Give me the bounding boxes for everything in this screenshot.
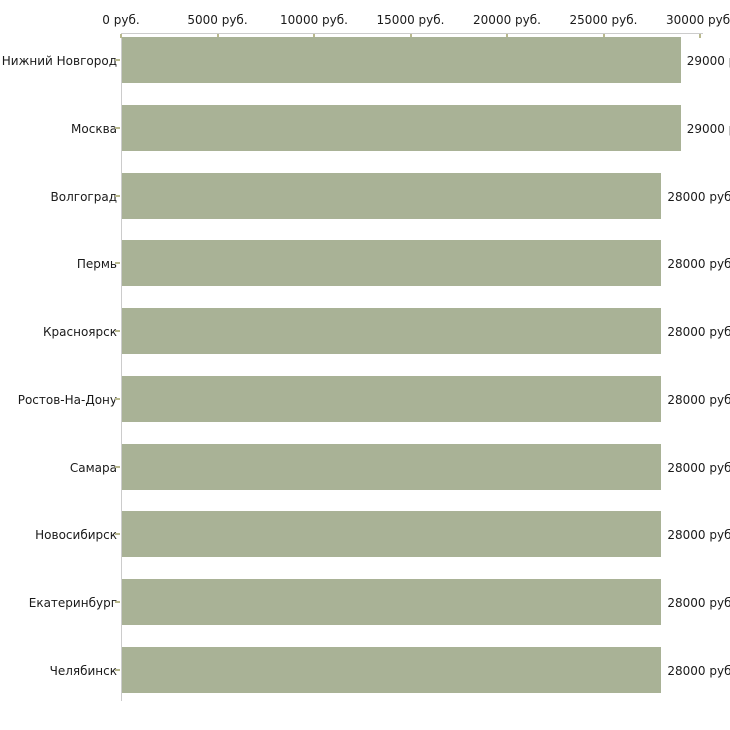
value-label: 28000 руб.	[667, 460, 730, 475]
y-axis-line	[121, 33, 122, 701]
bar	[122, 308, 662, 355]
x-tick-label: 10000 руб.	[280, 13, 348, 27]
category-tick-mark	[115, 533, 120, 536]
x-tick-mark	[313, 34, 315, 38]
x-tick-label: 25000 руб.	[569, 13, 638, 27]
value-label: 28000 руб.	[667, 257, 730, 272]
category-label: Ростов-На-Дону	[17, 392, 117, 407]
value-label: 29000 руб.	[686, 121, 730, 136]
category-label: Москва	[71, 121, 117, 136]
bar	[122, 647, 662, 694]
category-tick-mark	[115, 465, 120, 468]
value-label: 28000 руб.	[667, 325, 730, 340]
x-tick-mark	[699, 34, 701, 38]
x-tick-mark	[216, 34, 219, 38]
x-tick-mark	[120, 34, 122, 38]
bar	[122, 240, 662, 287]
category-tick-mark	[115, 126, 120, 129]
x-tick-mark	[409, 34, 412, 38]
x-tick-mark	[506, 34, 508, 38]
category-label: Нижний Новгород	[1, 54, 117, 68]
bar	[122, 511, 662, 558]
x-tick-label: 15000 руб.	[376, 13, 445, 27]
x-tick-label: 0 руб.	[102, 13, 140, 27]
category-label: Волгоград	[50, 189, 117, 204]
category-tick-mark	[115, 194, 120, 197]
value-label: 29000 руб.	[686, 54, 730, 68]
value-label: 28000 руб.	[667, 664, 730, 679]
bar	[122, 104, 681, 151]
bar	[122, 443, 662, 490]
value-label: 28000 руб.	[667, 528, 730, 543]
bar	[122, 375, 662, 422]
x-tick-label: 30000 руб.	[666, 13, 730, 27]
category-label: Екатеринбург	[28, 596, 117, 611]
value-label: 28000 руб.	[667, 596, 730, 611]
category-tick-mark	[115, 397, 120, 400]
category-tick-mark	[115, 59, 120, 61]
bar	[122, 579, 662, 626]
value-label: 28000 руб.	[667, 392, 730, 407]
x-tick-mark	[602, 34, 605, 38]
category-label: Новосибирск	[35, 528, 117, 543]
x-tick-label: 5000 руб.	[187, 13, 248, 27]
category-tick-mark	[115, 669, 120, 672]
category-label: Челябинск	[49, 664, 117, 679]
bar	[122, 172, 662, 219]
x-tick-label: 20000 руб.	[473, 13, 541, 27]
x-axis-line	[121, 33, 703, 34]
category-label: Красноярск	[43, 325, 117, 340]
category-tick-mark	[115, 601, 120, 604]
category-label: Самара	[69, 460, 117, 475]
value-label: 28000 руб.	[667, 189, 730, 204]
category-tick-mark	[115, 330, 120, 333]
bar	[122, 37, 681, 83]
category-tick-mark	[115, 262, 120, 265]
category-label: Пермь	[76, 257, 117, 272]
